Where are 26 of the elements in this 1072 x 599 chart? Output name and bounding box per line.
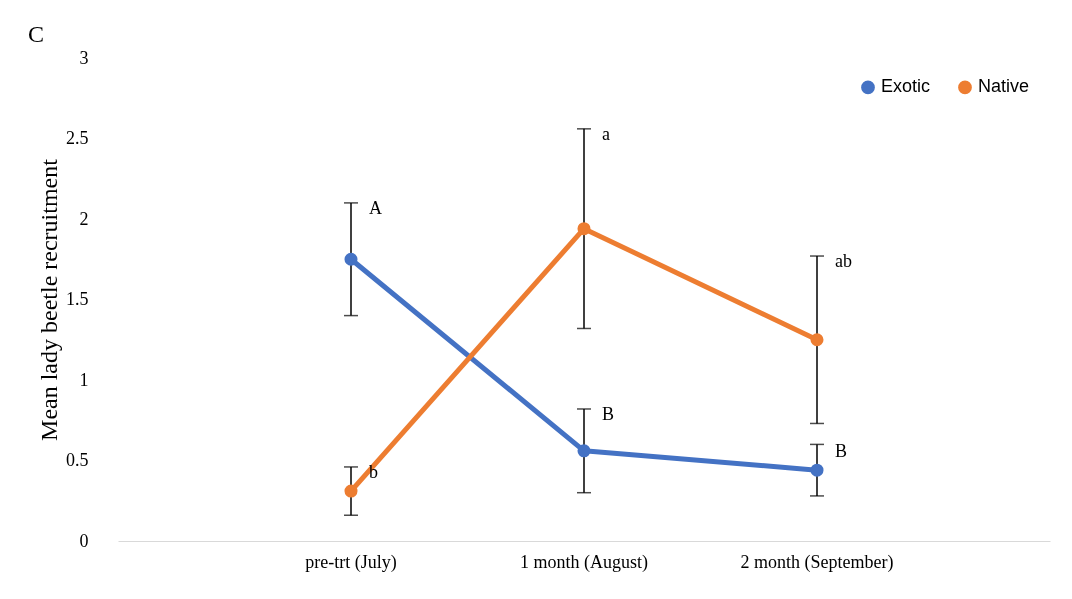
point: [810, 463, 824, 477]
x-tick-label: 2 month (September): [740, 551, 894, 573]
point: [344, 252, 358, 266]
annotation: B: [835, 441, 848, 462]
x-tick-label: 1 month (August): [520, 551, 648, 573]
y-tick-label: 0.5: [66, 450, 89, 470]
y-tick-label: 2.5: [66, 128, 89, 148]
y-tick-label: 2: [79, 208, 89, 229]
point: [577, 444, 591, 458]
y-tick-label: 1.5: [66, 289, 89, 309]
legend-label: Native: [978, 76, 1030, 97]
annotation: ab: [835, 251, 852, 272]
annotation: b: [369, 461, 378, 482]
annotation: B: [602, 403, 615, 424]
y-tick-label: 0: [79, 530, 89, 551]
point: [344, 484, 358, 498]
point: [577, 222, 591, 236]
annotation: a: [602, 123, 610, 144]
chart-title: C: [28, 21, 45, 47]
y-tick-label: 3: [79, 47, 89, 68]
legend-label: Exotic: [881, 76, 931, 97]
y-axis-title: Mean lady beetle recruitment: [36, 158, 62, 441]
annotation: A: [369, 197, 382, 218]
y-tick-label: 1: [79, 369, 89, 390]
x-tick-label: pre-trt (July): [305, 551, 397, 573]
point: [810, 333, 824, 347]
